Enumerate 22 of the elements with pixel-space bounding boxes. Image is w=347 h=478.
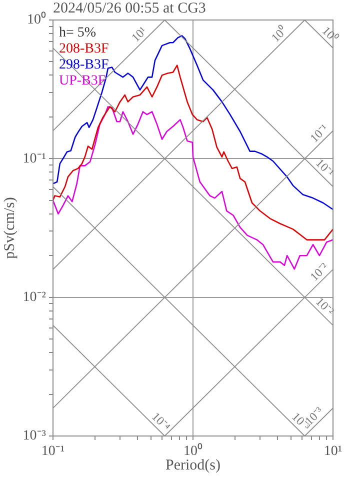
annotation: 10⁻⁴ [148,409,174,434]
y-tick-label: 10⁰ [27,12,46,28]
x-tick-label: 10⁰ [184,443,202,460]
y-tick-label: 10⁻¹ [22,151,46,166]
series-label: 298-B3F [59,58,109,73]
annotation: 10⁻² [313,294,338,318]
y-axis-title: pSv(cm/s) [2,197,18,259]
x-tick-label: 10¹ [324,444,342,460]
annotation: 10⁻² [307,260,332,284]
annotation: 10⁻¹ [307,121,332,146]
annotation: h= 5% [59,26,96,41]
text: 208-B3F [59,42,109,57]
chart-title: 2024/05/26 00:55 at CG3 [53,0,206,16]
annotation: 10⁰ [319,24,341,45]
x-tick-label: 10⁻¹ [41,444,65,460]
annotation: 10⁰ [268,24,290,45]
y-tick-label: 10⁻² [22,290,46,306]
annotation: 10⁻¹ [313,156,338,180]
x-axis-title: Period(s) [166,457,220,474]
annotation: 10¹ [128,23,150,45]
series-label: UP-B3F [59,74,106,89]
y-tick-label: 10⁻³ [22,428,46,444]
